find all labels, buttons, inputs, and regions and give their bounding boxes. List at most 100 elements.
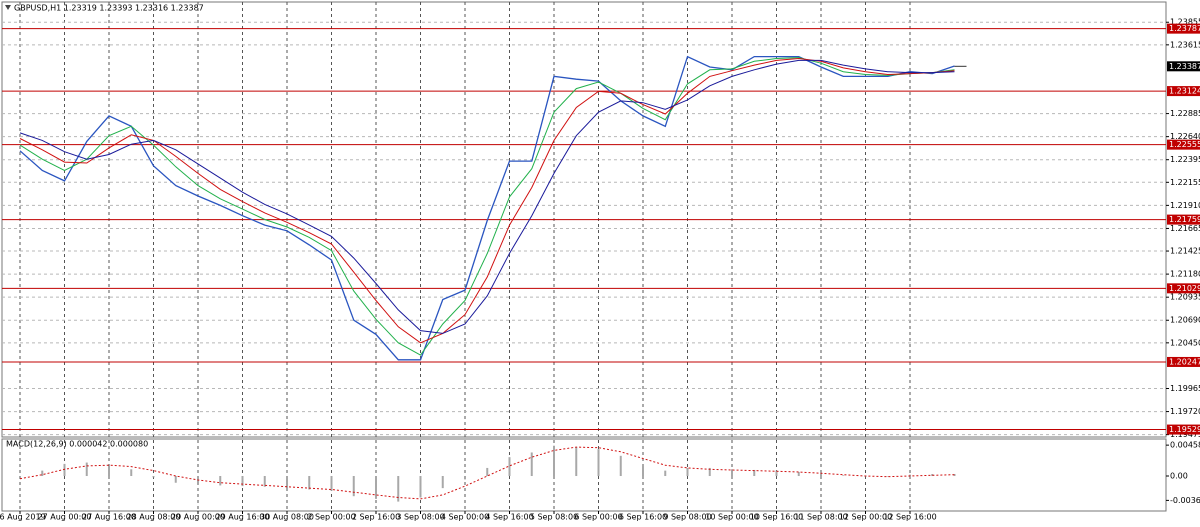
macd-bar <box>375 476 377 499</box>
symbol-icon <box>5 5 11 10</box>
macd-bar <box>597 449 600 477</box>
macd-bar <box>530 452 533 477</box>
y-tick-label: -0.003622 <box>1170 496 1200 505</box>
macd-bar <box>19 476 21 478</box>
macd-pane-frame <box>1 438 1167 512</box>
y-tick-label: 1.20935 <box>1170 293 1200 302</box>
level-label: 1.21029 <box>1169 284 1200 293</box>
moving-average <box>19 57 955 356</box>
y-tick-label: 1.21665 <box>1170 224 1200 233</box>
macd-bar <box>508 457 511 477</box>
level-label: 1.21759 <box>1169 215 1200 224</box>
moving-average <box>19 57 955 344</box>
y-tick-label: 1.23615 <box>1170 40 1200 49</box>
x-tick-label: 10 Sep 00:00 <box>705 513 758 522</box>
x-tick-label: 10 Sep 16:00 <box>750 513 803 522</box>
macd-bar <box>820 473 822 477</box>
x-tick-label: 4 Sep 00:00 <box>441 513 489 522</box>
x-tick-label: 26 Aug 2019 <box>0 513 46 522</box>
x-tick-label: 30 Aug 08:00 <box>260 513 314 522</box>
macd-bar <box>797 471 800 477</box>
level-label: 1.23787 <box>1169 24 1200 33</box>
macd-bar <box>708 467 711 477</box>
y-tick-label: 1.21180 <box>1170 270 1200 279</box>
x-tick-label: 3 Sep 08:00 <box>396 513 444 522</box>
level-label-box <box>1167 283 1200 294</box>
macd-bar <box>419 476 422 498</box>
level-label-box <box>1167 86 1200 97</box>
x-tick-label: 2 Sep 16:00 <box>352 513 400 522</box>
x-tick-label: 29 Aug 16:00 <box>216 513 270 522</box>
last-price-label: 1.23387 <box>1169 62 1200 71</box>
macd-bar <box>286 476 288 489</box>
y-tick-label: 0.00 <box>1170 472 1188 481</box>
y-tick-label: 1.23855 <box>1170 18 1200 27</box>
macd-bar <box>152 476 155 478</box>
x-tick-label: 2 Sep 00:00 <box>307 513 355 522</box>
macd-bar <box>174 476 177 483</box>
macd-bar <box>953 473 956 477</box>
macd-bar <box>85 462 88 477</box>
price-line <box>19 55 955 361</box>
y-tick-label: 1.19720 <box>1170 407 1200 416</box>
level-label-box <box>1167 139 1200 150</box>
y-tick-label: 1.19965 <box>1170 384 1200 393</box>
macd-bar <box>441 476 444 489</box>
x-tick-label: 12 Sep 16:00 <box>883 513 936 522</box>
macd-bar <box>219 476 222 486</box>
x-tick-label: 5 Sep 08:00 <box>530 513 578 522</box>
y-tick-label: 0.004589 <box>1170 441 1200 450</box>
macd-bar <box>664 470 667 477</box>
macd-bar <box>575 447 578 477</box>
macd-bar <box>619 455 622 477</box>
x-tick-label: 11 Sep 08:00 <box>794 513 847 522</box>
macd-bar <box>263 476 266 487</box>
macd-bar <box>308 476 311 490</box>
macd-bar <box>753 469 756 477</box>
level-label-box <box>1167 424 1200 435</box>
x-tick-label: 6 Sep 16:00 <box>619 513 667 522</box>
macd-bar <box>330 476 333 491</box>
macd-bar <box>842 475 845 477</box>
x-tick-label: 4 Sep 16:00 <box>485 513 533 522</box>
y-tick-label: 1.20450 <box>1170 338 1200 347</box>
level-label: 1.20247 <box>1169 357 1200 366</box>
macd-bar <box>553 445 555 477</box>
y-tick-label: 1.22155 <box>1170 178 1200 187</box>
moving-average <box>19 59 955 334</box>
x-tick-label: 28 Aug 08:00 <box>127 513 181 522</box>
macd-bar <box>130 469 133 477</box>
y-tick-label: 1.19475 <box>1170 430 1200 439</box>
level-label-box <box>1167 356 1200 367</box>
macd-bar <box>108 465 110 477</box>
macd-bar <box>41 470 44 477</box>
macd-bar <box>397 476 400 502</box>
macd-title: MACD(12,26,9) 0.000042 0.000080 <box>6 440 148 449</box>
level-label: 1.23124 <box>1169 87 1200 96</box>
level-label-box <box>1167 23 1200 34</box>
x-tick-label: 27 Aug 16:00 <box>82 513 136 522</box>
macd-bar <box>931 473 934 477</box>
last-price-box <box>1167 61 1200 72</box>
macd-bar <box>63 463 66 477</box>
macd-bar <box>642 465 644 477</box>
y-tick-label: 1.20690 <box>1170 316 1200 325</box>
macd-bar <box>686 467 689 477</box>
macd-bar <box>909 474 911 477</box>
level-label: 1.19529 <box>1169 425 1200 434</box>
y-tick-label: 1.22885 <box>1170 109 1200 118</box>
macd-bar <box>775 470 778 477</box>
y-tick-label: 1.21910 <box>1170 201 1200 210</box>
level-label: 1.22555 <box>1169 140 1200 149</box>
x-tick-label: 6 Sep 00:00 <box>574 513 622 522</box>
macd-bar <box>241 476 244 487</box>
macd-bar <box>352 476 355 497</box>
y-tick-label: 1.21425 <box>1170 247 1200 256</box>
y-tick-label: 1.22395 <box>1170 155 1200 164</box>
macd-bar <box>486 467 489 477</box>
x-tick-label: 9 Sep 08:00 <box>663 513 711 522</box>
macd-bar <box>731 469 733 477</box>
level-label-box <box>1167 214 1200 225</box>
